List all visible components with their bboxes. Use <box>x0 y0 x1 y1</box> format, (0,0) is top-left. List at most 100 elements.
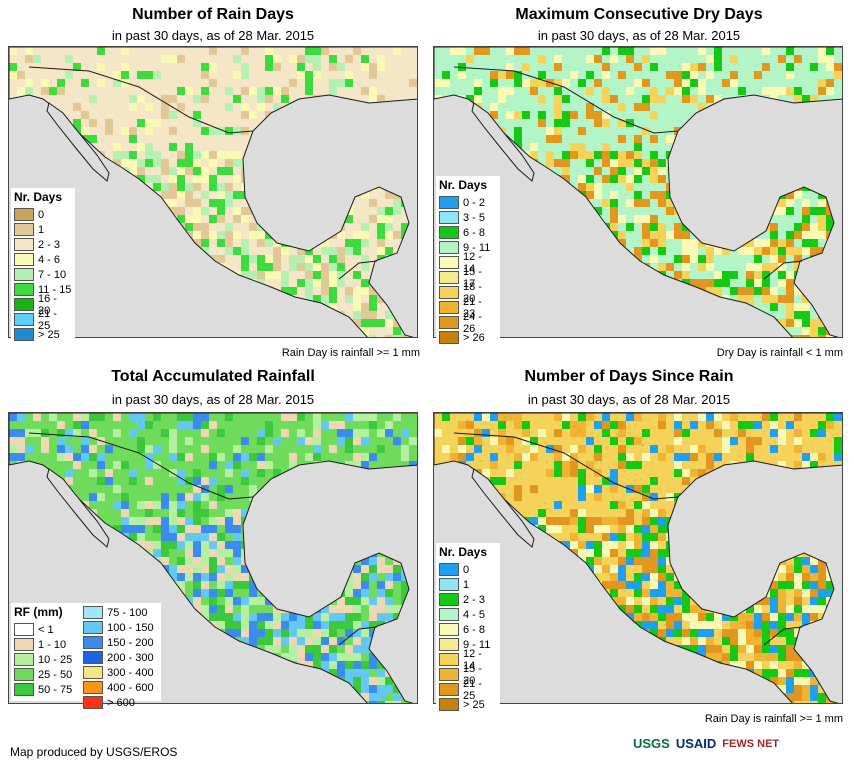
panel-title: Maximum Consecutive Dry Days <box>515 6 763 23</box>
legend-swatch <box>14 623 34 636</box>
us-mexico-border <box>453 432 679 500</box>
legend-item: 18 - 20 <box>439 281 497 305</box>
legend-days-since-rain: Nr. Days 0 1 2 - 3 4 - 5 6 - 8 9 - 11 12 - 14 15… <box>436 543 500 714</box>
legend-label: 12 - 14 <box>463 647 482 672</box>
legend-label: 300 - 400 <box>107 666 154 679</box>
map-canvas <box>434 47 842 337</box>
legend-item: 0 <box>439 562 497 577</box>
legend-label: 6 - 8 <box>463 226 486 239</box>
legend-swatch <box>439 623 459 636</box>
gulf-of-california <box>46 468 110 548</box>
map-canvas <box>9 47 417 337</box>
legend-label: 15 - 17 <box>463 265 482 290</box>
legend-label: 11 - 15 <box>38 283 72 296</box>
legend-item: 75 - 100 <box>83 605 158 620</box>
legend-item: 0 - 2 <box>439 195 497 210</box>
legend-item: 1 <box>14 222 72 237</box>
map-note: Rain Day is rainfall >= 1 mm <box>704 713 843 725</box>
us-mexico-border <box>28 66 254 134</box>
legend-label: 21 - 25 <box>463 677 482 702</box>
legend-swatch <box>83 681 104 694</box>
map-canvas <box>434 413 842 703</box>
legend-swatch <box>83 696 104 709</box>
legend-label: 0 <box>463 563 470 576</box>
legend-item: 12 - 14 <box>439 251 497 275</box>
legend-swatch <box>439 698 459 711</box>
legend-label: 24 - 26 <box>463 310 482 335</box>
legend-label: 12 - 14 <box>463 250 482 275</box>
legend-swatch <box>439 301 459 314</box>
fewsnet-logo: FEWS NET <box>722 737 780 750</box>
usaid-logo: USAID <box>675 736 717 751</box>
legend-item: 3 - 5 <box>439 210 497 225</box>
legend-label: 16 - 20 <box>38 292 57 317</box>
legend-label: 150 - 200 <box>107 636 154 649</box>
legend-swatch <box>14 313 34 326</box>
legend-swatch <box>439 563 459 576</box>
legend-item: < 1 <box>14 622 77 637</box>
legend-rainfall: RF (mm) < 1 1 - 10 10 - 25 25 - 50 50 - 75 75… <box>11 603 161 709</box>
panel-subtitle: in past 30 days, as of 28 Mar. 2015 <box>537 28 741 43</box>
legend-label: 75 - 100 <box>107 606 148 619</box>
legend-swatch <box>439 608 459 621</box>
legend-swatch <box>83 621 104 634</box>
legend-item: 4 - 5 <box>439 607 497 622</box>
legend-swatch <box>83 666 104 679</box>
legend-swatch <box>439 196 459 209</box>
legend-swatch <box>14 238 34 251</box>
legend-swatch <box>14 268 34 281</box>
legend-item: 2 - 3 <box>439 592 497 607</box>
legend-title: RF (mm) <box>14 605 63 619</box>
legend-item: 150 - 200 <box>83 635 158 650</box>
panel-title: Number of Days Since Rain <box>524 368 734 385</box>
legend-swatch <box>439 331 459 344</box>
legend-label: 21 - 23 <box>463 295 482 320</box>
panel-subtitle: in past 30 days, as of 28 Mar. 2015 <box>111 28 315 43</box>
legend-label: 2 - 3 <box>463 593 486 606</box>
map-note: Dry Day is rainfall < 1 mm <box>716 347 843 359</box>
legend-item: 11 - 15 <box>14 282 72 297</box>
legend-swatch <box>14 298 34 311</box>
credit-text: Map produced by USGS/EROS <box>10 745 178 759</box>
legend-label: < 1 <box>38 623 54 636</box>
legend-swatch <box>14 668 34 681</box>
legend-label: 50 - 75 <box>38 683 73 696</box>
legend-item: 400 - 600 <box>83 680 158 695</box>
panel-subtitle: in past 30 days, as of 28 Mar. 2015 <box>111 392 315 407</box>
map-note: Rain Day is rainfall >= 1 mm <box>281 347 420 359</box>
legend-swatch <box>439 256 459 269</box>
legend-rain-days: Nr. Days 0 1 2 - 3 4 - 6 7 - 10 11 - 15 16 - 20… <box>11 188 75 344</box>
legend-label: 4 - 6 <box>38 253 61 266</box>
legend-item: 6 - 8 <box>439 622 497 637</box>
legend-swatch <box>83 651 104 664</box>
legend-item: 21 - 23 <box>439 296 497 320</box>
legend-item: 9 - 11 <box>439 637 497 652</box>
legend-label: 4 - 5 <box>463 608 486 621</box>
guatemala-border <box>338 260 378 280</box>
legend-label: 1 <box>463 578 470 591</box>
legend-item: 10 - 25 <box>14 652 77 667</box>
legend-title: Nr. Days <box>439 545 488 559</box>
legend-label: 0 - 2 <box>463 196 486 209</box>
legend-label: 1 - 10 <box>38 638 67 651</box>
legend-swatch <box>14 253 34 266</box>
guatemala-border <box>763 626 803 646</box>
legend-swatch <box>83 606 104 619</box>
legend-swatch <box>439 668 459 681</box>
us-mexico-border <box>453 66 679 134</box>
legend-swatch <box>439 593 459 606</box>
legend-item: 21 - 25 <box>439 678 497 702</box>
legend-item: 6 - 8 <box>439 225 497 240</box>
legend-swatch <box>439 226 459 239</box>
legend-swatch <box>14 653 34 666</box>
legend-item: 50 - 75 <box>14 682 77 697</box>
legend-item: 1 - 10 <box>14 637 77 652</box>
legend-title: Nr. Days <box>439 178 488 192</box>
legend-title: Nr. Days <box>14 190 63 204</box>
legend-swatch <box>439 286 459 299</box>
legend-item: 2 - 3 <box>14 237 72 252</box>
legend-label: 200 - 300 <box>107 651 154 664</box>
legend-swatch <box>14 283 34 296</box>
legend-item: 15 - 17 <box>439 266 497 290</box>
usgs-logo: USGS <box>633 736 670 751</box>
